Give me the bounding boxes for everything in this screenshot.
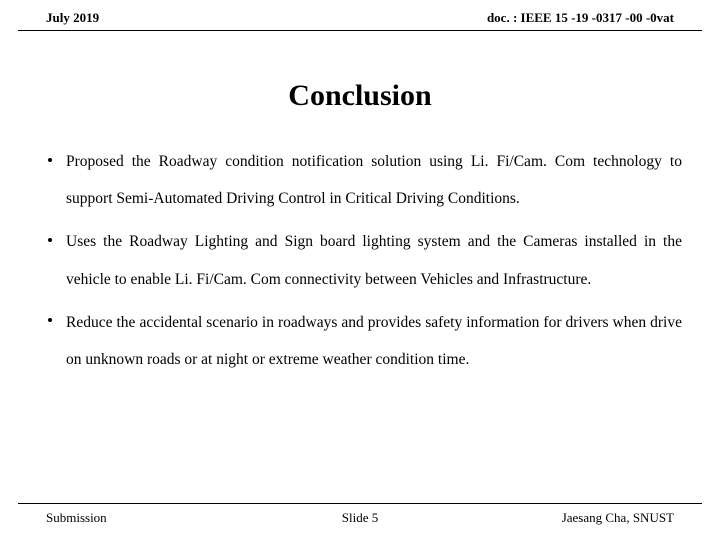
slide-footer: Submission Slide 5 Jaesang Cha, SNUST	[18, 503, 702, 526]
bullet-icon	[48, 318, 52, 322]
footer-left: Submission	[46, 510, 107, 526]
list-item: Proposed the Roadway condition notificat…	[48, 143, 682, 217]
bullet-icon	[48, 158, 52, 162]
bullet-text: Proposed the Roadway condition notificat…	[66, 153, 682, 207]
footer-slide-number: Slide 5	[342, 510, 378, 526]
slide-header: July 2019 doc. : IEEE 15 -19 -0317 -00 -…	[18, 0, 702, 31]
footer-author: Jaesang Cha, SNUST	[562, 510, 674, 526]
slide-title: Conclusion	[0, 79, 720, 113]
list-item: Uses the Roadway Lighting and Sign board…	[48, 223, 682, 297]
header-date: July 2019	[46, 10, 99, 26]
list-item: Reduce the accidental scenario in roadwa…	[48, 304, 682, 378]
bullet-text: Uses the Roadway Lighting and Sign board…	[66, 233, 682, 287]
bullet-text: Reduce the accidental scenario in roadwa…	[66, 314, 682, 368]
bullet-icon	[48, 238, 52, 242]
header-docref: doc. : IEEE 15 -19 -0317 -00 -0vat	[487, 10, 674, 26]
bullet-list: Proposed the Roadway condition notificat…	[0, 143, 720, 378]
